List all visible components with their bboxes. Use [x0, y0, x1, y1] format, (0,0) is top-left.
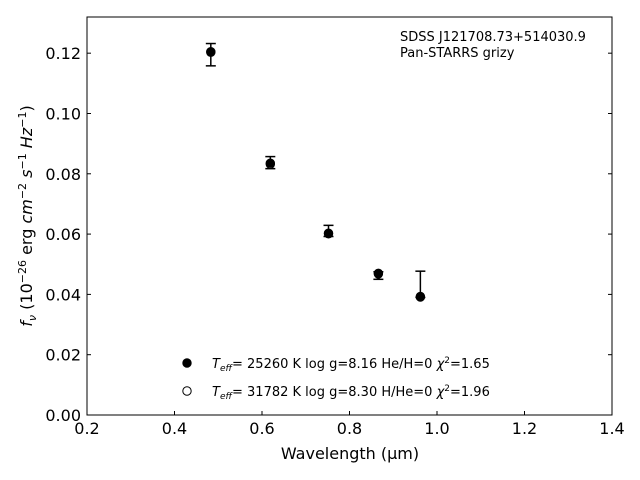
legend-params: = 31782 K log g=8.30 H/He=0	[232, 385, 437, 400]
ylabel-part: (10	[17, 283, 36, 315]
model-point-filled	[265, 158, 276, 168]
y-tick-label: 0.06	[45, 225, 81, 244]
x-tick-label: 1.2	[512, 419, 537, 438]
y-tick-label: 0.12	[45, 44, 81, 63]
legend-entry: Teff= 31782 K log g=8.30 H/He=0 χ2=1.96	[212, 384, 490, 402]
legend-teff-sub: eff	[220, 364, 234, 374]
x-axis-label: Wavelength (μm)	[281, 444, 419, 463]
legend-entry: Teff= 25260 K log g=8.16 He/H=0 χ2=1.65	[212, 356, 490, 374]
ylabel-f: f	[17, 319, 36, 327]
legend: Teff= 25260 K log g=8.16 He/H=0 χ2=1.65T…	[182, 356, 490, 402]
ylabel-close: )	[17, 105, 36, 111]
y-axis-ticks: 0.00 0.02 0.04 0.06 0.08 0.10 0.12	[45, 44, 612, 425]
y-tick-label: 0.08	[45, 165, 81, 184]
model-point-filled	[373, 268, 384, 278]
legend-marker	[182, 358, 192, 368]
ylabel-nu: ν	[26, 315, 39, 321]
legend-teff-sub: eff	[220, 392, 234, 402]
legend-teff: T	[212, 385, 221, 400]
legend-marker	[182, 386, 192, 396]
ylabel-part: erg	[17, 224, 36, 260]
x-tick-label: 0.2	[74, 419, 99, 438]
annotation-survey: Pan-STARRS grizy	[400, 46, 515, 61]
error-bars	[205, 42, 426, 299]
model-point-filled	[323, 229, 334, 239]
legend-chi-value: =1.65	[450, 357, 490, 372]
ylabel-exp: −26	[16, 260, 29, 283]
model-point-filled	[415, 292, 426, 302]
y-tick-label: 0.02	[45, 346, 81, 365]
legend-params: = 25260 K log g=8.16 He/H=0	[232, 357, 437, 372]
legend-teff: T	[212, 357, 221, 372]
ylabel-cm: cm	[17, 199, 36, 223]
data-points	[206, 46, 426, 302]
ylabel-s: s	[17, 170, 36, 178]
model-point-filled	[206, 46, 216, 57]
ylabel-exp: −1	[16, 153, 29, 169]
legend-chi: χ	[436, 357, 446, 372]
legend-chi-sup: 2	[444, 356, 450, 366]
y-axis-label: fν (10−26 erg cm−2 s−1 Hz−1)	[16, 105, 39, 326]
x-tick-label: 1.4	[599, 419, 624, 438]
y-tick-label: 0.04	[45, 285, 81, 304]
plot-frame	[86, 16, 613, 416]
legend-chi-sup: 2	[444, 384, 450, 394]
annotation-object: SDSS J121708.73+514030.9	[400, 30, 586, 45]
x-tick-label: 0.6	[249, 419, 274, 438]
x-tick-label: 0.4	[162, 419, 187, 438]
x-tick-label: 0.8	[337, 419, 362, 438]
legend-chi-value: =1.96	[450, 385, 490, 400]
y-tick-label: 0.00	[45, 406, 81, 425]
x-tick-label: 1.0	[424, 419, 449, 438]
legend-chi: χ	[436, 385, 446, 400]
ylabel-hz: Hz	[17, 127, 36, 148]
x-axis-ticks: 0.2 0.4 0.6 0.8 1.0 1.2 1.4	[74, 411, 625, 438]
ylabel-exp: −2	[16, 183, 29, 199]
y-tick-label: 0.10	[45, 104, 81, 123]
ylabel-exp: −1	[16, 112, 29, 128]
